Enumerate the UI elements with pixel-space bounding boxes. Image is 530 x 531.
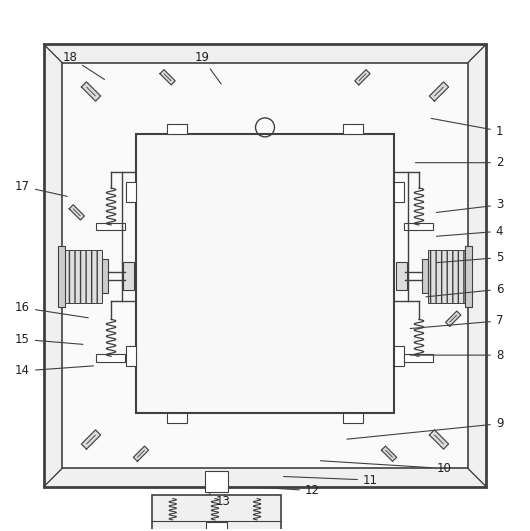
- Polygon shape: [134, 446, 148, 461]
- Bar: [126, 182, 136, 202]
- Bar: [342, 413, 363, 423]
- Text: 8: 8: [410, 349, 504, 362]
- Text: 18: 18: [63, 51, 104, 80]
- Bar: [167, 124, 188, 134]
- Text: 15: 15: [15, 333, 83, 346]
- Text: 19: 19: [194, 51, 221, 84]
- Bar: [102, 259, 109, 293]
- Bar: [58, 246, 65, 307]
- Bar: [465, 246, 472, 307]
- Text: 16: 16: [15, 301, 89, 318]
- Polygon shape: [382, 446, 396, 461]
- Bar: [428, 250, 465, 303]
- Bar: [122, 262, 134, 290]
- Polygon shape: [355, 70, 370, 85]
- Text: 13: 13: [209, 494, 230, 508]
- Polygon shape: [82, 82, 101, 101]
- Text: 3: 3: [437, 199, 504, 212]
- Bar: [396, 262, 408, 290]
- Bar: [96, 223, 125, 230]
- Bar: [65, 250, 102, 303]
- Bar: [167, 413, 188, 423]
- Polygon shape: [160, 70, 175, 85]
- Text: 6: 6: [426, 282, 503, 297]
- Polygon shape: [429, 82, 448, 101]
- Text: 10: 10: [321, 461, 452, 475]
- Text: 12: 12: [254, 484, 320, 497]
- Text: 14: 14: [15, 364, 93, 378]
- Polygon shape: [82, 430, 101, 449]
- Polygon shape: [446, 311, 461, 326]
- Bar: [43, 44, 487, 487]
- Bar: [126, 346, 136, 366]
- Bar: [342, 124, 363, 134]
- Text: 5: 5: [437, 251, 504, 264]
- Polygon shape: [429, 430, 448, 449]
- Text: 2: 2: [416, 156, 504, 169]
- Bar: [136, 134, 394, 413]
- Bar: [404, 354, 433, 362]
- Bar: [421, 259, 428, 293]
- Bar: [394, 346, 404, 366]
- Bar: [394, 182, 404, 202]
- Text: 17: 17: [15, 180, 67, 196]
- Text: 11: 11: [284, 474, 378, 486]
- Bar: [62, 63, 468, 468]
- Bar: [404, 223, 433, 230]
- Text: 1: 1: [431, 118, 503, 138]
- Text: 9: 9: [347, 417, 504, 439]
- Polygon shape: [69, 205, 84, 220]
- Text: 4: 4: [437, 225, 504, 238]
- Bar: [205, 470, 228, 492]
- Bar: [96, 354, 125, 362]
- Bar: [152, 495, 281, 531]
- Text: 7: 7: [410, 314, 504, 329]
- Bar: [206, 521, 227, 531]
